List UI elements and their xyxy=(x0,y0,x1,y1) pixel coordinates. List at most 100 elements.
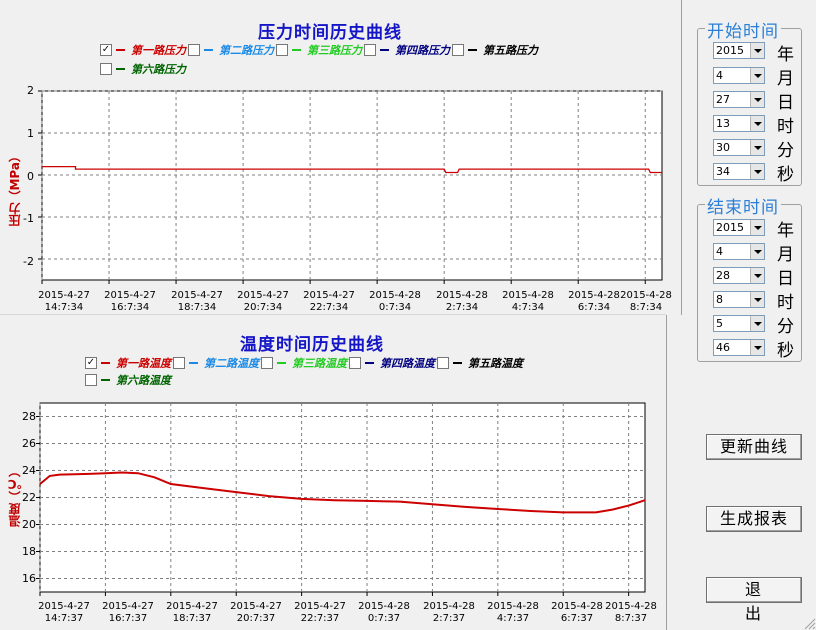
x-tick-label: 2015-4-27 16:7:37 xyxy=(102,601,154,624)
temperature-legend-item-4[interactable]: 第四路温度 xyxy=(349,355,435,371)
end-second-select[interactable]: 46 xyxy=(713,339,765,356)
y-tick-label: 0 xyxy=(27,170,34,183)
checkbox[interactable]: ✓ xyxy=(85,357,97,369)
plot-background xyxy=(41,90,663,281)
chevron-down-icon[interactable] xyxy=(750,340,764,355)
start-month-unit: 月 xyxy=(777,69,794,89)
legend-line xyxy=(204,49,213,51)
checkbox[interactable] xyxy=(261,357,273,369)
checkbox[interactable]: ✓ xyxy=(100,44,112,56)
y-tick-label: 20 xyxy=(22,518,36,531)
start-month-select[interactable]: 4 xyxy=(713,67,765,84)
chevron-down-icon[interactable] xyxy=(750,316,764,331)
x-tick-label: 2015-4-27 16:7:34 xyxy=(104,290,156,313)
end-year-unit: 年 xyxy=(777,221,794,241)
pressure-legend-item-4[interactable]: 第四路压力 xyxy=(364,42,450,58)
start-minute-select[interactable]: 30 xyxy=(713,139,765,156)
chevron-down-icon[interactable] xyxy=(750,268,764,283)
end-hour-unit: 时 xyxy=(777,293,794,313)
chevron-down-icon[interactable] xyxy=(750,244,764,259)
pressure-legend-item-2[interactable]: 第二路压力 xyxy=(188,42,274,58)
x-tick-label: 2015-4-28 8:7:34 xyxy=(620,290,672,313)
select-value: 4 xyxy=(716,69,723,82)
end-year-select[interactable]: 2015 xyxy=(713,219,765,236)
chevron-down-icon[interactable] xyxy=(750,140,764,155)
legend-line xyxy=(292,49,301,51)
temperature-legend-item-1[interactable]: ✓ 第一路温度 xyxy=(85,355,171,371)
chevron-down-icon[interactable] xyxy=(750,292,764,307)
chevron-down-icon[interactable] xyxy=(750,92,764,107)
y-tick-label: -1 xyxy=(23,212,34,225)
start-day-select[interactable]: 27 xyxy=(713,91,765,108)
end-minute-select[interactable]: 5 xyxy=(713,315,765,332)
temperature-legend-item-5[interactable]: 第五路温度 xyxy=(437,355,523,371)
start-second-select[interactable]: 34 xyxy=(713,163,765,180)
checkbox[interactable] xyxy=(100,63,112,75)
x-tick-label: 2015-4-27 14:7:37 xyxy=(38,601,90,624)
chevron-down-icon[interactable] xyxy=(750,43,764,58)
end-month-unit: 月 xyxy=(777,245,794,265)
pressure-legend-item-5[interactable]: 第五路压力 xyxy=(452,42,538,58)
lower-panel-right-edge xyxy=(666,315,667,630)
resize-grip-icon[interactable] xyxy=(802,616,816,630)
legend-label: 第一路温度 xyxy=(116,357,171,370)
temperature-legend-item-6[interactable]: 第六路温度 xyxy=(85,372,171,388)
select-value: 46 xyxy=(716,341,730,354)
pressure-legend-item-3[interactable]: 第三路压力 xyxy=(276,42,362,58)
checkbox[interactable] xyxy=(437,357,449,369)
generate-report-button[interactable]: 生成报表 xyxy=(706,506,802,532)
start-year-unit: 年 xyxy=(777,45,794,65)
pressure-legend-row-1: ✓ 第一路压力 第二路压力 第三路压力 第四路压力 第五路压力 xyxy=(100,42,540,58)
update-curve-button[interactable]: 更新曲线 xyxy=(706,434,802,460)
y-tick-label: 28 xyxy=(22,410,36,423)
chevron-down-icon[interactable] xyxy=(750,116,764,131)
chevron-down-icon[interactable] xyxy=(750,68,764,83)
x-tick-label: 2015-4-28 4:7:37 xyxy=(487,601,539,624)
end-month-select[interactable]: 4 xyxy=(713,243,765,260)
pressure-legend-item-1[interactable]: ✓ 第一路压力 xyxy=(100,42,186,58)
end-hour-select[interactable]: 8 xyxy=(713,291,765,308)
pressure-legend-item-6[interactable]: 第六路压力 xyxy=(100,61,186,77)
y-tick-label: 18 xyxy=(22,545,36,558)
series-line-第一路温度 xyxy=(39,471,646,514)
legend-line xyxy=(277,362,286,364)
temperature-legend-item-2[interactable]: 第二路温度 xyxy=(173,355,259,371)
x-tick-label: 2015-4-27 20:7:34 xyxy=(237,290,289,313)
x-tick-label: 2015-4-28 0:7:37 xyxy=(358,601,410,624)
end-time-title: 结束时间 xyxy=(705,193,781,218)
start-minute-unit: 分 xyxy=(777,141,794,161)
checkbox[interactable] xyxy=(364,44,376,56)
temperature-legend-item-3[interactable]: 第三路温度 xyxy=(261,355,347,371)
x-tick-label: 2015-4-28 2:7:34 xyxy=(436,290,488,313)
x-tick-label: 2015-4-27 14:7:34 xyxy=(38,290,90,313)
chevron-down-icon[interactable] xyxy=(750,164,764,179)
end-day-select[interactable]: 28 xyxy=(713,267,765,284)
select-value: 34 xyxy=(716,165,730,178)
end-second-unit: 秒 xyxy=(777,341,794,361)
legend-label: 第四路压力 xyxy=(395,44,450,57)
checkbox[interactable] xyxy=(188,44,200,56)
checkbox[interactable] xyxy=(85,374,97,386)
x-tick-label: 2015-4-28 0:7:34 xyxy=(369,290,421,313)
checkbox[interactable] xyxy=(349,357,361,369)
checkbox[interactable] xyxy=(173,357,185,369)
start-hour-unit: 时 xyxy=(777,117,794,137)
start-year-select[interactable]: 2015 xyxy=(713,42,765,59)
pressure-chart-title: 压力时间历史曲线 xyxy=(258,23,402,43)
legend-line xyxy=(116,68,125,70)
y-tick-label: 24 xyxy=(22,464,36,477)
x-tick-label: 2015-4-28 8:7:37 xyxy=(605,601,657,624)
chevron-down-icon[interactable] xyxy=(750,220,764,235)
select-value: 2015 xyxy=(716,44,744,57)
checkbox[interactable] xyxy=(276,44,288,56)
x-tick-label: 2015-4-27 18:7:37 xyxy=(166,601,218,624)
exit-button[interactable]: 退出 xyxy=(706,577,802,623)
legend-line xyxy=(101,362,110,364)
start-hour-select[interactable]: 13 xyxy=(713,115,765,132)
checkbox[interactable] xyxy=(452,44,464,56)
series-line-第一路压力 xyxy=(42,165,662,174)
panel-separator xyxy=(0,314,666,315)
x-tick-label: 2015-4-28 6:7:37 xyxy=(551,601,603,624)
y-tick-label: 1 xyxy=(27,127,34,140)
